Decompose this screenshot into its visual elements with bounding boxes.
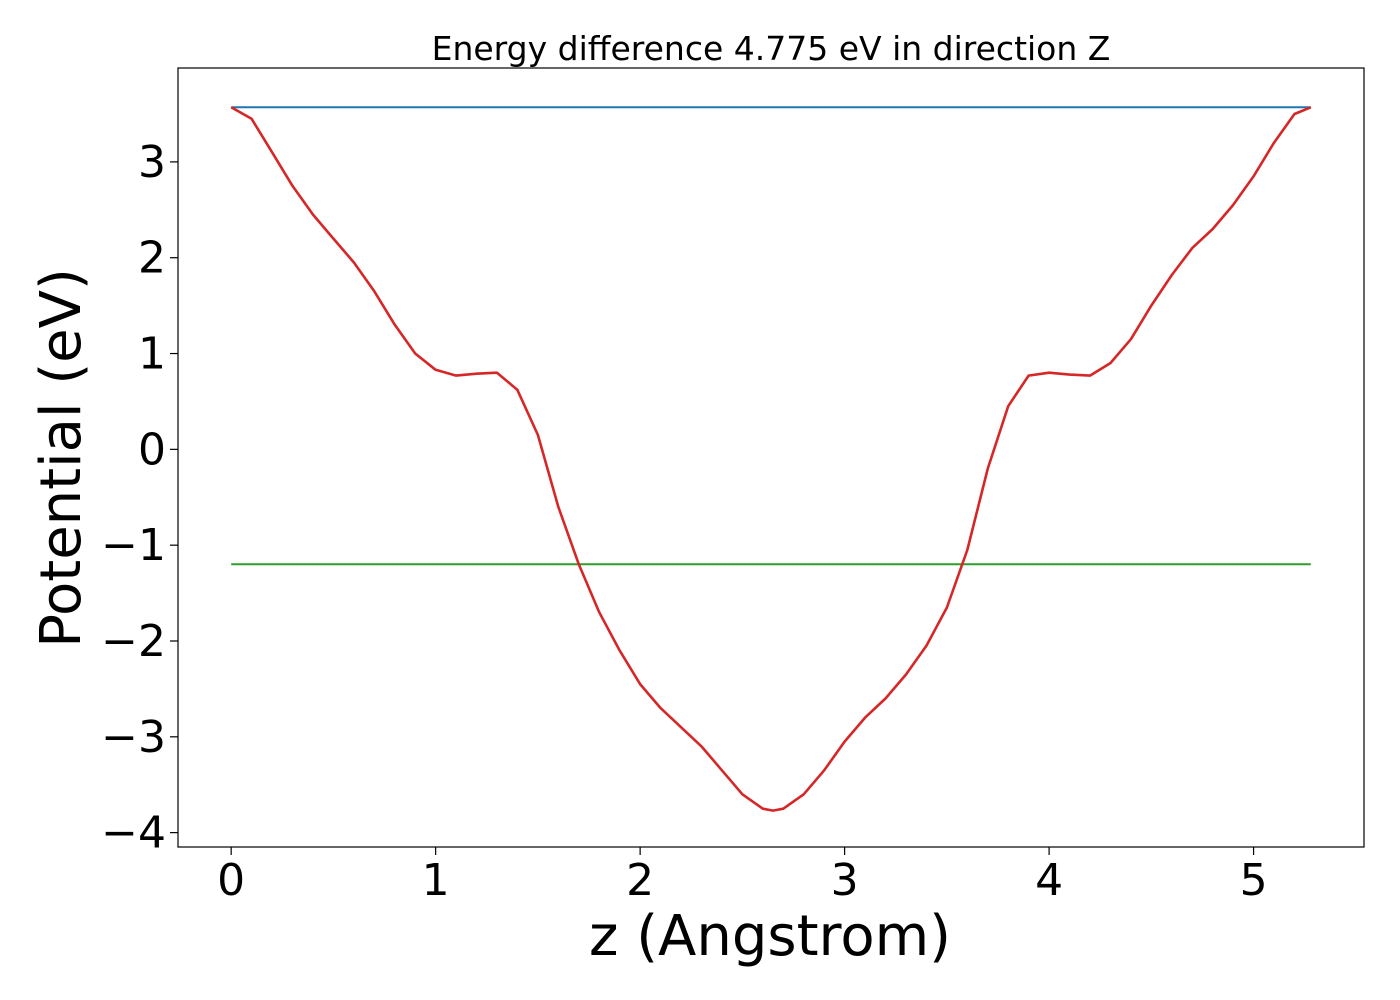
x-tick-label: 0 bbox=[217, 855, 245, 906]
x-axis: 0 1 2 3 4 5 bbox=[217, 847, 1268, 906]
y-axis: −4 −3 −2 −1 0 1 2 3 bbox=[101, 137, 178, 859]
x-tick-label: 1 bbox=[422, 855, 450, 906]
y-tick-label: −4 bbox=[101, 808, 166, 859]
plot-area bbox=[230, 106, 1312, 812]
y-tick-label: −1 bbox=[101, 520, 166, 571]
y-tick-label: 0 bbox=[138, 424, 166, 475]
y-axis-label: Potential (eV) bbox=[29, 268, 94, 648]
x-tick-label: 2 bbox=[626, 855, 654, 906]
y-tick-label: 3 bbox=[138, 137, 166, 188]
x-tick-label: 3 bbox=[831, 855, 859, 906]
x-axis-label: z (Angstrom) bbox=[589, 904, 951, 969]
y-tick-label: 2 bbox=[138, 233, 166, 284]
plot-frame bbox=[177, 67, 1365, 848]
x-tick-label: 5 bbox=[1240, 855, 1268, 906]
y-tick-label: −2 bbox=[101, 616, 166, 667]
x-tick-label: 4 bbox=[1035, 855, 1063, 906]
y-tick-label: −3 bbox=[101, 712, 166, 763]
y-tick-label: 1 bbox=[138, 329, 166, 380]
series-line-3 bbox=[230, 106, 1312, 812]
chart-title: Energy difference 4.775 eV in direction … bbox=[432, 29, 1111, 68]
